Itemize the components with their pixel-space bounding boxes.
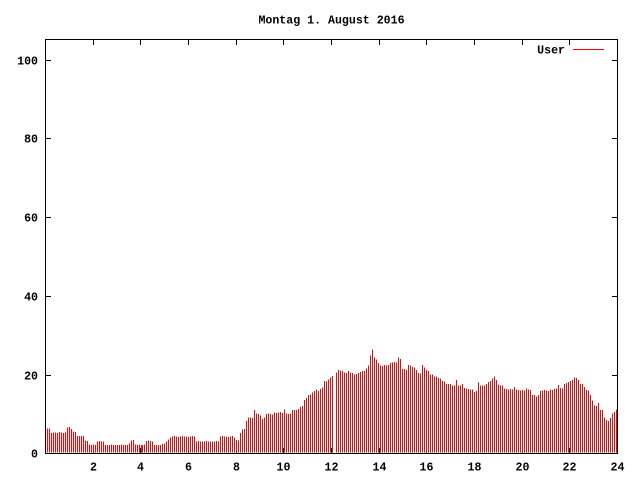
svg-text:22: 22 — [563, 462, 577, 475]
svg-text:0: 0 — [31, 449, 38, 462]
svg-text:100: 100 — [17, 56, 38, 69]
svg-text:10: 10 — [277, 462, 291, 475]
svg-text:20: 20 — [24, 371, 38, 384]
svg-text:User: User — [537, 45, 565, 58]
svg-text:Montag 1. August 2016: Montag 1. August 2016 — [258, 15, 404, 28]
svg-text:20: 20 — [516, 462, 530, 475]
svg-text:8: 8 — [233, 462, 240, 475]
svg-text:16: 16 — [420, 462, 434, 475]
svg-text:14: 14 — [373, 462, 387, 475]
svg-text:12: 12 — [325, 462, 339, 475]
svg-text:18: 18 — [468, 462, 482, 475]
svg-text:4: 4 — [137, 462, 144, 475]
svg-text:40: 40 — [24, 292, 38, 305]
svg-text:24: 24 — [611, 462, 625, 475]
svg-text:2: 2 — [90, 462, 97, 475]
svg-text:80: 80 — [24, 134, 38, 147]
svg-text:6: 6 — [185, 462, 192, 475]
svg-text:60: 60 — [24, 213, 38, 226]
